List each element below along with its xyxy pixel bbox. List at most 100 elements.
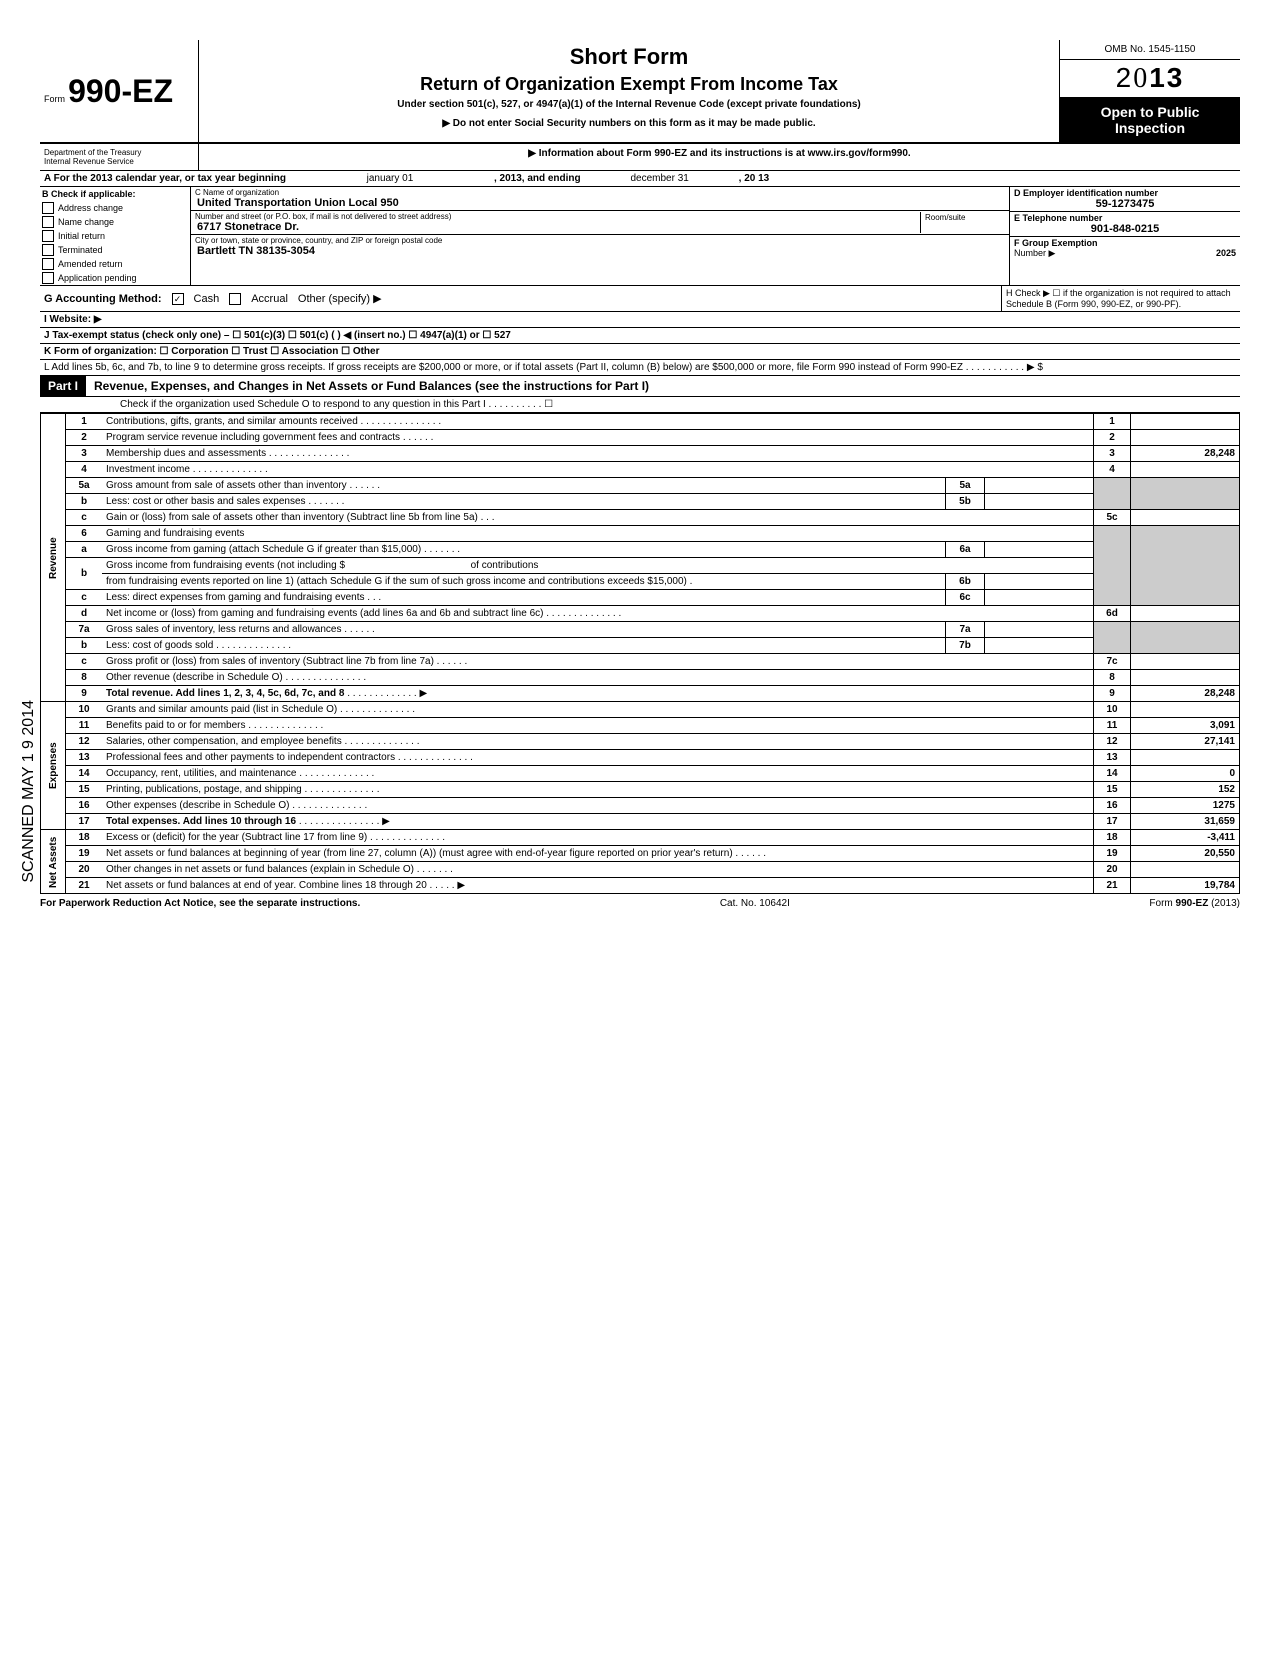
ln6b-val — [985, 574, 1094, 590]
ln13-desc: Professional fees and other payments to … — [106, 752, 473, 763]
ln7b-num: b — [66, 638, 103, 654]
ln18-val: -3,411 — [1131, 830, 1240, 846]
ln18-desc: Excess or (deficit) for the year (Subtra… — [106, 832, 445, 843]
c-name-label: C Name of organization — [195, 188, 1005, 197]
check-address-change[interactable]: Address change — [40, 201, 190, 215]
ln1-val — [1131, 414, 1240, 430]
line-g-label: G Accounting Method: — [44, 293, 162, 305]
ln5a-num: 5a — [66, 478, 103, 494]
ln4-desc: Investment income — [106, 464, 268, 475]
ln7c-val — [1131, 654, 1240, 670]
ln19-val: 20,550 — [1131, 846, 1240, 862]
scanned-stamp: SCANNED MAY 1 9 2014 — [20, 700, 38, 883]
ln21-val: 19,784 — [1131, 878, 1240, 894]
check-app-pending[interactable]: Application pending — [40, 271, 190, 285]
ln5c-num: c — [66, 510, 103, 526]
footer-mid: Cat. No. 10642I — [720, 898, 790, 909]
omb-number: OMB No. 1545-1150 — [1060, 40, 1240, 60]
ln6c-desc: Less: direct expenses from gaming and fu… — [106, 592, 364, 603]
check-initial-return[interactable]: Initial return — [40, 229, 190, 243]
ln5a-val — [985, 478, 1094, 494]
c-addr-label: Number and street (or P.O. box, if mail … — [195, 212, 920, 221]
ln19-desc: Net assets or fund balances at beginning… — [106, 848, 766, 859]
check-name-change[interactable]: Name change — [40, 215, 190, 229]
subtitle: Under section 501(c), 527, or 4947(a)(1)… — [207, 99, 1051, 110]
ln5a-desc: Gross amount from sale of assets other t… — [106, 480, 380, 491]
ln12-num: 12 — [66, 734, 103, 750]
footer-right: Form 990-EZ (2013) — [1149, 898, 1240, 909]
ln6a-desc: Gross income from gaming (attach Schedul… — [106, 544, 460, 555]
open-line1: Open to Public — [1062, 104, 1238, 120]
ln11-num: 11 — [66, 718, 103, 734]
open-line2: Inspection — [1062, 120, 1238, 136]
telephone: 901-848-0215 — [1014, 223, 1236, 235]
ln11-desc: Benefits paid to or for members — [106, 720, 323, 731]
dept-box: Department of the Treasury Internal Reve… — [40, 144, 199, 170]
ln6a-num: a — [66, 542, 103, 558]
check-accrual[interactable] — [229, 293, 241, 305]
ln8-num: 8 — [66, 670, 103, 686]
ln15-val: 152 — [1131, 782, 1240, 798]
ln5b-desc: Less: cost or other basis and sales expe… — [106, 496, 344, 507]
ln9-val: 28,248 — [1131, 686, 1240, 702]
ln5c-val — [1131, 510, 1240, 526]
line-h: H Check ▶ ☐ if the organization is not r… — [1002, 286, 1240, 311]
ln1-desc: Contributions, gifts, grants, and simila… — [106, 416, 441, 427]
ln12-val: 27,141 — [1131, 734, 1240, 750]
ln20-val — [1131, 862, 1240, 878]
d-label: D Employer identification number — [1014, 188, 1236, 198]
ln14-desc: Occupancy, rent, utilities, and maintena… — [106, 768, 374, 779]
check-amended[interactable]: Amended return — [40, 257, 190, 271]
ln21-num: 21 — [66, 878, 103, 894]
ln15-desc: Printing, publications, postage, and shi… — [106, 784, 380, 795]
form-prefix: Form — [44, 94, 65, 104]
line-l: L Add lines 5b, 6c, and 7b, to line 9 to… — [40, 360, 1240, 376]
ln6b-post: from fundraising events reported on line… — [106, 576, 692, 587]
ln8-desc: Other revenue (describe in Schedule O) . — [106, 672, 366, 683]
warn1: ▶ Do not enter Social Security numbers o… — [207, 118, 1051, 129]
room-label: Room/suite — [925, 213, 965, 222]
ln6d-num: d — [66, 606, 103, 622]
ln1-col: 1 — [1094, 414, 1131, 430]
ln6b-pre: Gross income from fundraising events (no… — [106, 560, 345, 571]
accrual-label: Accrual — [251, 293, 288, 305]
section-def: D Employer identification number 59-1273… — [1010, 187, 1240, 285]
dept-row: Department of the Treasury Internal Reve… — [40, 144, 1240, 171]
ln16-desc: Other expenses (describe in Schedule O) — [106, 800, 367, 811]
form-number-box: Form 990-EZ — [40, 40, 199, 142]
ln20-desc: Other changes in net assets or fund bala… — [106, 864, 453, 875]
part1-table: Revenue 1 Contributions, gifts, grants, … — [40, 413, 1240, 894]
ln5b-num: b — [66, 494, 103, 510]
part1-title: Revenue, Expenses, and Changes in Net As… — [86, 379, 649, 393]
e-label: E Telephone number — [1014, 213, 1236, 223]
ln6c-val — [985, 590, 1094, 606]
org-name: United Transportation Union Local 950 — [195, 197, 1005, 209]
ln3-num: 3 — [66, 446, 103, 462]
group-exemption: 2025 — [1216, 248, 1236, 259]
line-i: I Website: ▶ — [40, 312, 1240, 328]
ln1-num: 1 — [66, 414, 103, 430]
ln2-desc: Program service revenue including govern… — [106, 432, 433, 443]
ln6d-val — [1131, 606, 1240, 622]
ln6b-mid: of contributions — [471, 560, 539, 571]
ln7c-desc: Gross profit or (loss) from sales of inv… — [106, 656, 467, 667]
title-box: Short Form Return of Organization Exempt… — [199, 40, 1060, 142]
c-city-label: City or town, state or province, country… — [195, 236, 1005, 245]
check-terminated[interactable]: Terminated — [40, 243, 190, 257]
ln10-val — [1131, 702, 1240, 718]
check-cash[interactable]: ✓ — [172, 293, 184, 305]
part1-header-row: Part I Revenue, Expenses, and Changes in… — [40, 376, 1240, 397]
line-a-prefix: A For the 2013 calendar year, or tax yea… — [44, 173, 286, 184]
dept2: Internal Revenue Service — [44, 157, 194, 166]
tax-year-begin: january 01 — [290, 173, 490, 184]
ln6b-num: b — [66, 558, 103, 590]
ln6a-val — [985, 542, 1094, 558]
ln6d-desc: Net income or (loss) from gaming and fun… — [106, 608, 621, 619]
ln16-num: 16 — [66, 798, 103, 814]
expenses-side-label: Expenses — [41, 702, 66, 830]
part1-check-o: Check if the organization used Schedule … — [40, 397, 1240, 413]
ln11-val: 3,091 — [1131, 718, 1240, 734]
ln3-val: 28,248 — [1131, 446, 1240, 462]
ln5c-desc: Gain or (loss) from sale of assets other… — [106, 512, 478, 523]
dept1: Department of the Treasury — [44, 148, 194, 157]
